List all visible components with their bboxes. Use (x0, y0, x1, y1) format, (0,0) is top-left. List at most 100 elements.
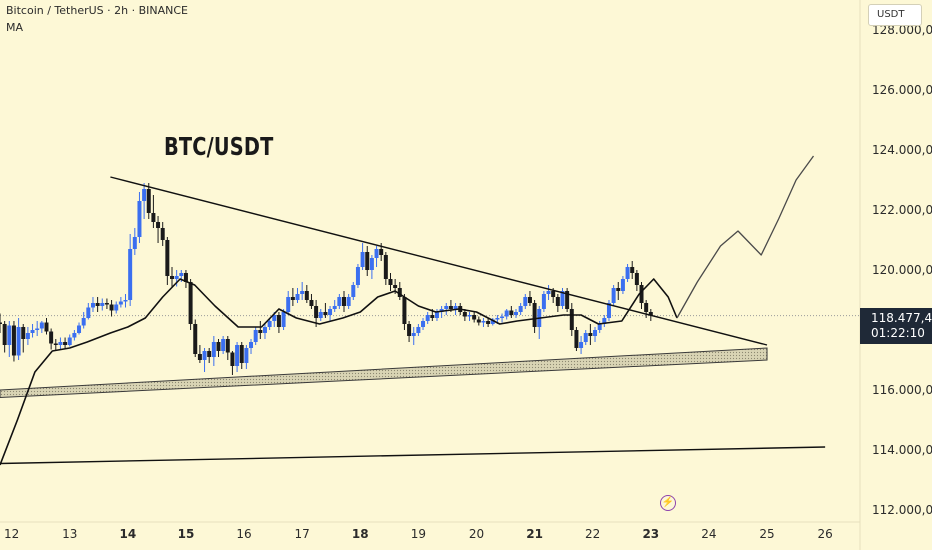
candle-body (174, 276, 179, 279)
candle-body (253, 330, 258, 342)
candle-body (67, 337, 72, 345)
candle-body (579, 342, 584, 348)
candle-body (7, 325, 12, 345)
candle-body (77, 325, 82, 333)
candle-body (476, 319, 481, 323)
candle-body (281, 312, 286, 327)
candle-body (504, 310, 509, 317)
candle-body (100, 303, 105, 306)
y-tick-label: 114.000,00 (872, 443, 932, 457)
x-tick-label: 16 (236, 527, 251, 541)
candle-body (593, 330, 598, 336)
candle-body (193, 324, 198, 354)
candle-body (272, 315, 277, 321)
candle-body (0, 322, 2, 324)
candle-body (221, 339, 226, 351)
y-tick-label: 126.000,00 (872, 83, 932, 97)
candle-body (156, 222, 161, 228)
last-price-tag: 118.477,49 01:22:10 (860, 308, 932, 344)
x-tick-label: 12 (4, 527, 19, 541)
candle-body (95, 303, 100, 306)
candle-body (634, 273, 639, 285)
candle-body (216, 342, 221, 351)
candle-body (314, 306, 319, 318)
symbol-title[interactable]: Bitcoin / TetherUS · 2h · BINANCE (6, 4, 188, 17)
candle-body (453, 306, 458, 309)
candle-body (165, 240, 170, 276)
candle-body (183, 273, 188, 282)
candle-body (430, 315, 435, 318)
candle-body (109, 304, 114, 311)
candle-body (486, 321, 491, 324)
candle-body (509, 310, 514, 315)
candle-body (523, 297, 528, 306)
candle-body (351, 285, 356, 297)
candle-body (597, 324, 602, 330)
candle-body (434, 312, 439, 318)
candle-body (625, 267, 630, 279)
candle-body (616, 288, 621, 291)
candle-body (44, 322, 49, 332)
x-tick-label: 14 (119, 527, 136, 541)
indicator-label[interactable]: MA (6, 21, 24, 34)
candle-body (328, 309, 333, 315)
y-tick-label: 122.000,00 (872, 203, 932, 217)
candle-body (569, 309, 574, 330)
candle-body (39, 322, 44, 329)
candle-body (448, 306, 453, 309)
candle-body (467, 315, 472, 317)
candle-body (146, 189, 151, 213)
candle-body (532, 303, 537, 327)
candle-body (369, 258, 374, 270)
candle-body (546, 291, 551, 294)
candle-body (346, 297, 351, 306)
candle-body (137, 201, 142, 237)
candle-body (411, 333, 416, 336)
candle-body (514, 312, 518, 315)
candle-body (295, 294, 300, 300)
candle-body (620, 279, 625, 291)
candle-body (337, 297, 342, 306)
candle-body (207, 351, 212, 357)
candle-body (30, 330, 35, 333)
candle-body (267, 321, 272, 327)
candle-body (425, 315, 430, 321)
y-tick-label: 112.000,00 (872, 503, 932, 517)
lightning-icon[interactable]: ⚡ (660, 495, 676, 511)
candle-body (300, 291, 305, 294)
x-tick-label: 17 (295, 527, 310, 541)
candle-body (72, 333, 77, 338)
candle-body (230, 352, 235, 366)
currency-button[interactable]: USDT (868, 4, 922, 26)
candle-body (648, 312, 653, 316)
candle-body (211, 342, 216, 357)
candle-body (393, 285, 398, 288)
x-tick-label: 25 (759, 527, 774, 541)
candle-body (188, 282, 193, 324)
candle-body (276, 315, 281, 327)
x-tick-label: 19 (411, 527, 426, 541)
y-tick-label: 124.000,00 (872, 143, 932, 157)
x-tick-label: 21 (526, 527, 543, 541)
candle-body (560, 291, 565, 306)
candle-body (262, 327, 267, 333)
projection-path (676, 155, 815, 319)
candle-body (583, 333, 588, 342)
candle-body (551, 291, 556, 297)
candle-body (342, 297, 346, 306)
candle-body (2, 324, 7, 345)
candle-body (286, 297, 291, 312)
candle-body (402, 297, 407, 324)
candle-body (58, 342, 63, 345)
candle-body (388, 279, 393, 285)
bar-countdown: 01:22:10 (871, 326, 925, 340)
candle-body (518, 306, 523, 312)
candle-body (379, 249, 384, 255)
candle-body (142, 189, 147, 201)
candle-body (132, 237, 137, 249)
candle-body (527, 297, 532, 303)
candle-body (365, 252, 370, 270)
candle-body (416, 327, 421, 333)
